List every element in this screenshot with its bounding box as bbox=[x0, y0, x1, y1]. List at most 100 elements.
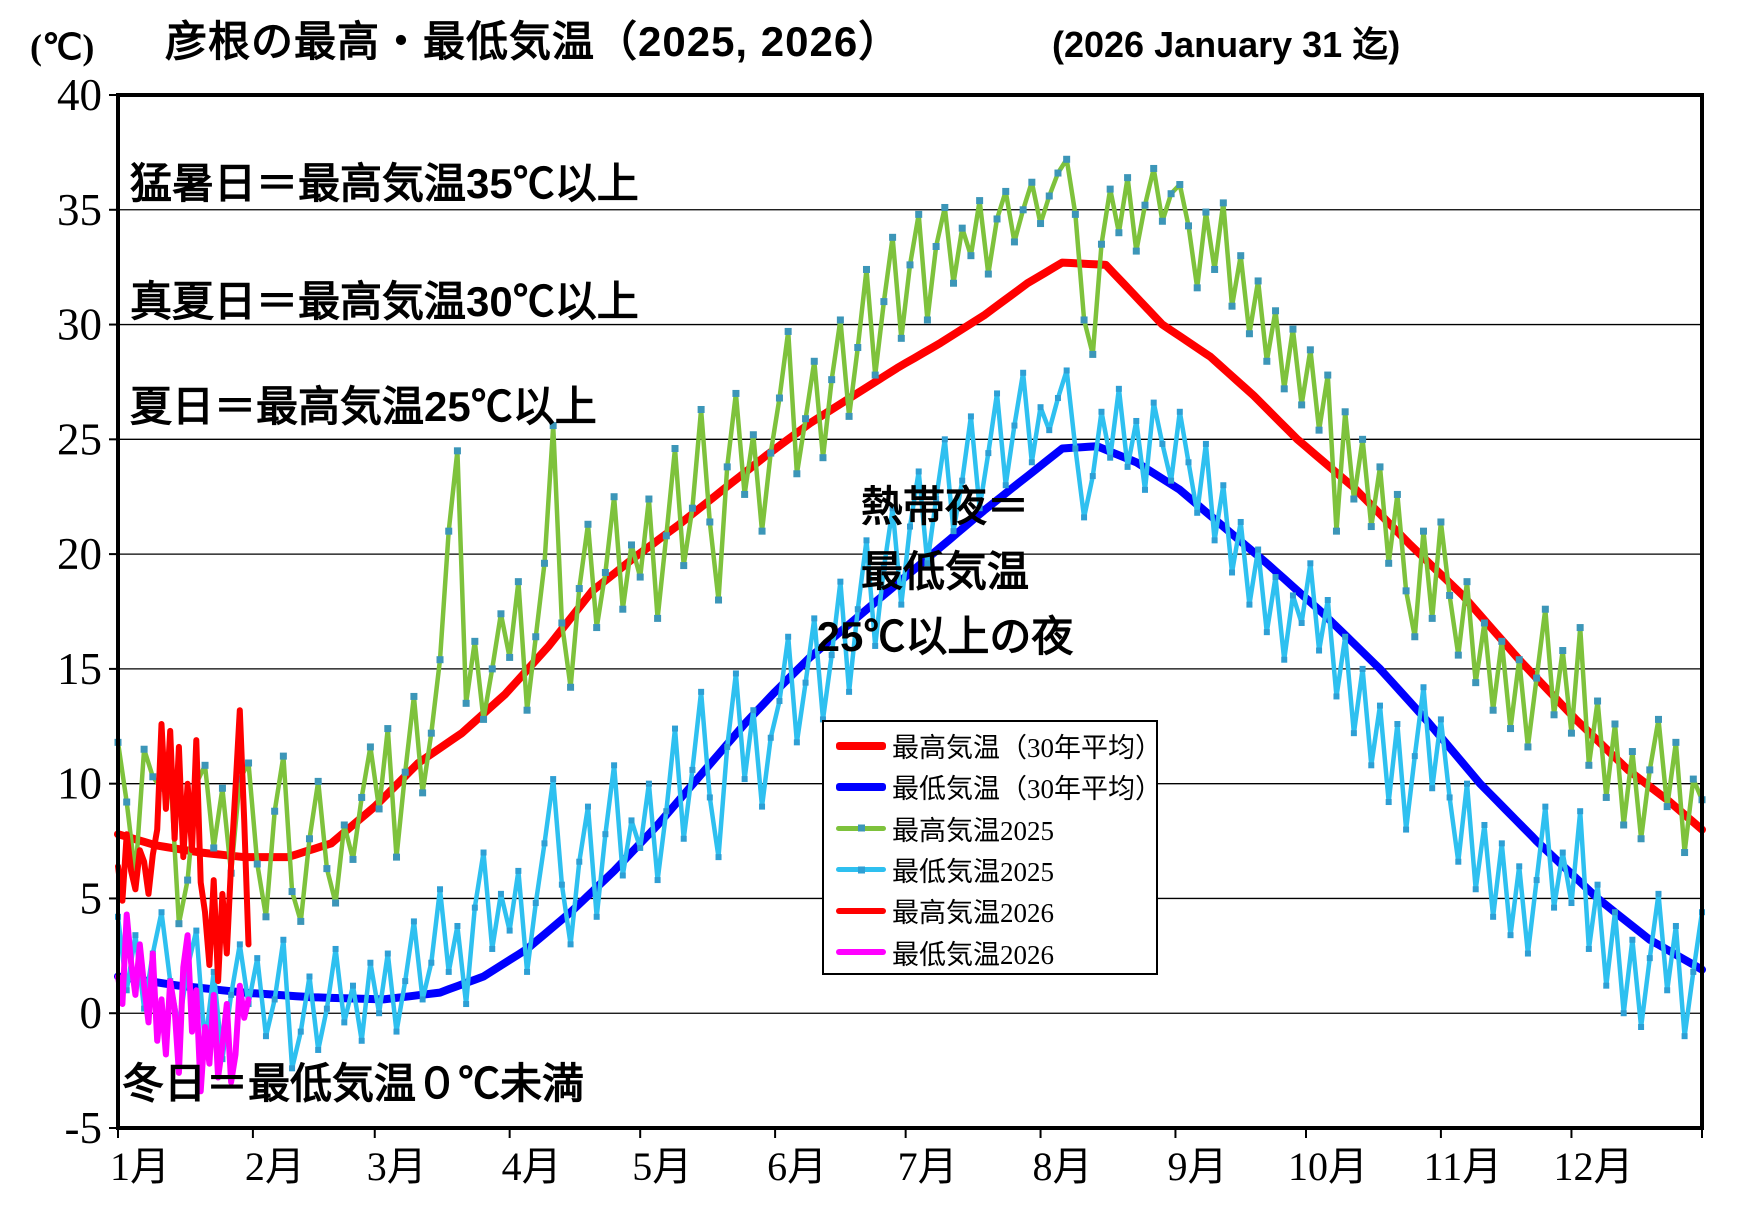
series-marker-low_2025 bbox=[793, 739, 800, 746]
series-marker-high_2025 bbox=[1463, 578, 1471, 586]
series-marker-low_2025 bbox=[297, 1028, 304, 1035]
series-marker-low_2025 bbox=[1620, 1010, 1627, 1017]
series-marker-high_2025 bbox=[558, 619, 566, 627]
series-marker-low_2025 bbox=[1194, 509, 1201, 516]
series-marker-high_2025 bbox=[662, 532, 670, 540]
series-marker-high_2025 bbox=[401, 768, 409, 776]
series-marker-high_2025 bbox=[680, 562, 688, 570]
series-marker-low_2025 bbox=[698, 688, 705, 695]
series-marker-high_2025 bbox=[271, 807, 279, 815]
series-marker-low_2025 bbox=[367, 959, 374, 966]
series-marker-low_2025 bbox=[1081, 514, 1088, 521]
series-marker-high_2025 bbox=[810, 357, 818, 365]
y-axis-label: 35 bbox=[57, 185, 102, 235]
series-marker-high_2025 bbox=[1594, 697, 1602, 705]
series-marker-high_2025 bbox=[993, 215, 1001, 223]
series-marker-high_2025 bbox=[497, 610, 505, 618]
series-marker-low_2025 bbox=[1150, 399, 1157, 406]
series-marker-high_2025 bbox=[1010, 238, 1018, 246]
series-marker-high_2025 bbox=[1367, 523, 1375, 531]
series-marker-low_2025 bbox=[706, 794, 713, 801]
series-marker-high_2025 bbox=[1306, 346, 1314, 354]
series-marker-high_2025 bbox=[1576, 624, 1584, 632]
series-marker-low_2025 bbox=[1098, 408, 1105, 415]
series-marker-high_2025 bbox=[706, 518, 714, 526]
series-marker-high_2025 bbox=[784, 327, 792, 335]
series-marker-low_2025 bbox=[680, 835, 687, 842]
legend-item-label: 最低気温2025 bbox=[892, 857, 1054, 888]
series-marker-low_2025 bbox=[1559, 849, 1566, 856]
series-marker-high_2025 bbox=[245, 759, 253, 767]
series-marker-high_2025 bbox=[1115, 229, 1123, 237]
series-marker-high_2025 bbox=[1446, 591, 1454, 599]
series-marker-low_2025 bbox=[254, 955, 261, 962]
series-marker-low_2025 bbox=[506, 927, 513, 934]
series-marker-low_2025 bbox=[715, 854, 722, 861]
series-marker-high_2025 bbox=[1211, 265, 1219, 273]
series-marker-low_2025 bbox=[828, 652, 835, 659]
series-marker-high_2025 bbox=[149, 773, 157, 781]
series-marker-high_2025 bbox=[314, 777, 322, 785]
series-marker-low_2025 bbox=[1394, 720, 1401, 727]
series-marker-low_2025 bbox=[1176, 408, 1183, 415]
series-marker-high_2025 bbox=[793, 470, 801, 478]
series-marker-low_2025 bbox=[454, 922, 461, 929]
series-marker-high_2025 bbox=[1393, 490, 1401, 498]
legend-line-sample bbox=[836, 824, 886, 832]
series-marker-high_2025 bbox=[1141, 201, 1149, 209]
series-marker-low_2025 bbox=[672, 725, 679, 732]
series-marker-low_2025 bbox=[1533, 877, 1540, 884]
series-marker-low_2025 bbox=[1472, 886, 1479, 893]
legend: 最高気温（30年平均） 最低気温（30年平均） 最高気温2025 最低気温202… bbox=[822, 720, 1162, 975]
series-marker-high_2025 bbox=[593, 624, 601, 632]
series-marker-high_2025 bbox=[1280, 385, 1288, 393]
series-marker-low_2025 bbox=[776, 698, 783, 705]
series-marker-high_2025 bbox=[958, 224, 966, 232]
x-axis-label: 1月 bbox=[110, 1144, 170, 1189]
series-marker-high_2025 bbox=[1663, 803, 1671, 811]
series-marker-high_2025 bbox=[1524, 743, 1532, 751]
x-axis-label: 10月 bbox=[1288, 1144, 1368, 1189]
series-marker-low_2025 bbox=[1237, 518, 1244, 525]
series-marker-high_2025 bbox=[488, 665, 496, 673]
series-marker-low_2025 bbox=[341, 1019, 348, 1026]
series-marker-high_2025 bbox=[819, 454, 827, 462]
y-axis-label: 15 bbox=[57, 644, 102, 694]
series-marker-low_2025 bbox=[941, 436, 948, 443]
series-marker-high_2025 bbox=[262, 913, 270, 921]
series-marker-high_2025 bbox=[950, 279, 958, 287]
series-marker-low_2025 bbox=[785, 633, 792, 640]
series-marker-high_2025 bbox=[1454, 651, 1462, 659]
series-marker-high_2025 bbox=[1158, 217, 1166, 225]
series-marker-low_2025 bbox=[611, 762, 618, 769]
series-marker-high_2025 bbox=[1681, 849, 1689, 857]
series-marker-high_2025 bbox=[636, 573, 644, 581]
legend-item-label: 最高気温2026 bbox=[892, 898, 1054, 929]
legend-line-sample bbox=[836, 782, 886, 791]
series-marker-low_2025 bbox=[376, 1010, 383, 1017]
series-marker-low_2025 bbox=[1446, 794, 1453, 801]
series-marker-low_2025 bbox=[262, 1033, 269, 1040]
series-marker-low_2025 bbox=[802, 679, 809, 686]
series-marker-low_2025 bbox=[732, 670, 739, 677]
series-marker-low_2025 bbox=[1385, 799, 1392, 806]
series-line-avg_high bbox=[114, 258, 1706, 862]
series-marker-high_2025 bbox=[471, 637, 479, 645]
series-marker-high_2025 bbox=[506, 653, 514, 661]
series-marker-high_2025 bbox=[1132, 247, 1140, 255]
series-marker-low_2025 bbox=[1376, 702, 1383, 709]
series-marker-low_2025 bbox=[924, 560, 931, 567]
series-marker-high_2025 bbox=[427, 729, 435, 737]
series-marker-low_2025 bbox=[1411, 753, 1418, 760]
series-marker-high_2025 bbox=[1150, 164, 1158, 172]
annotation-nettaiya-line3: 25℃以上の夜 bbox=[816, 613, 1074, 660]
series-marker-low_2025 bbox=[393, 1028, 400, 1035]
series-marker-high_2025 bbox=[445, 527, 453, 535]
series-marker-low_2025 bbox=[1263, 629, 1270, 636]
legend-item-high-2026: 最高気温2026 bbox=[836, 890, 1156, 931]
series-marker-high_2025 bbox=[828, 376, 836, 384]
series-marker-low_2025 bbox=[480, 849, 487, 856]
series-marker-high_2025 bbox=[1289, 325, 1297, 333]
series-marker-high_2025 bbox=[1254, 277, 1262, 285]
legend-item-avg-low: 最低気温（30年平均） bbox=[836, 766, 1162, 807]
